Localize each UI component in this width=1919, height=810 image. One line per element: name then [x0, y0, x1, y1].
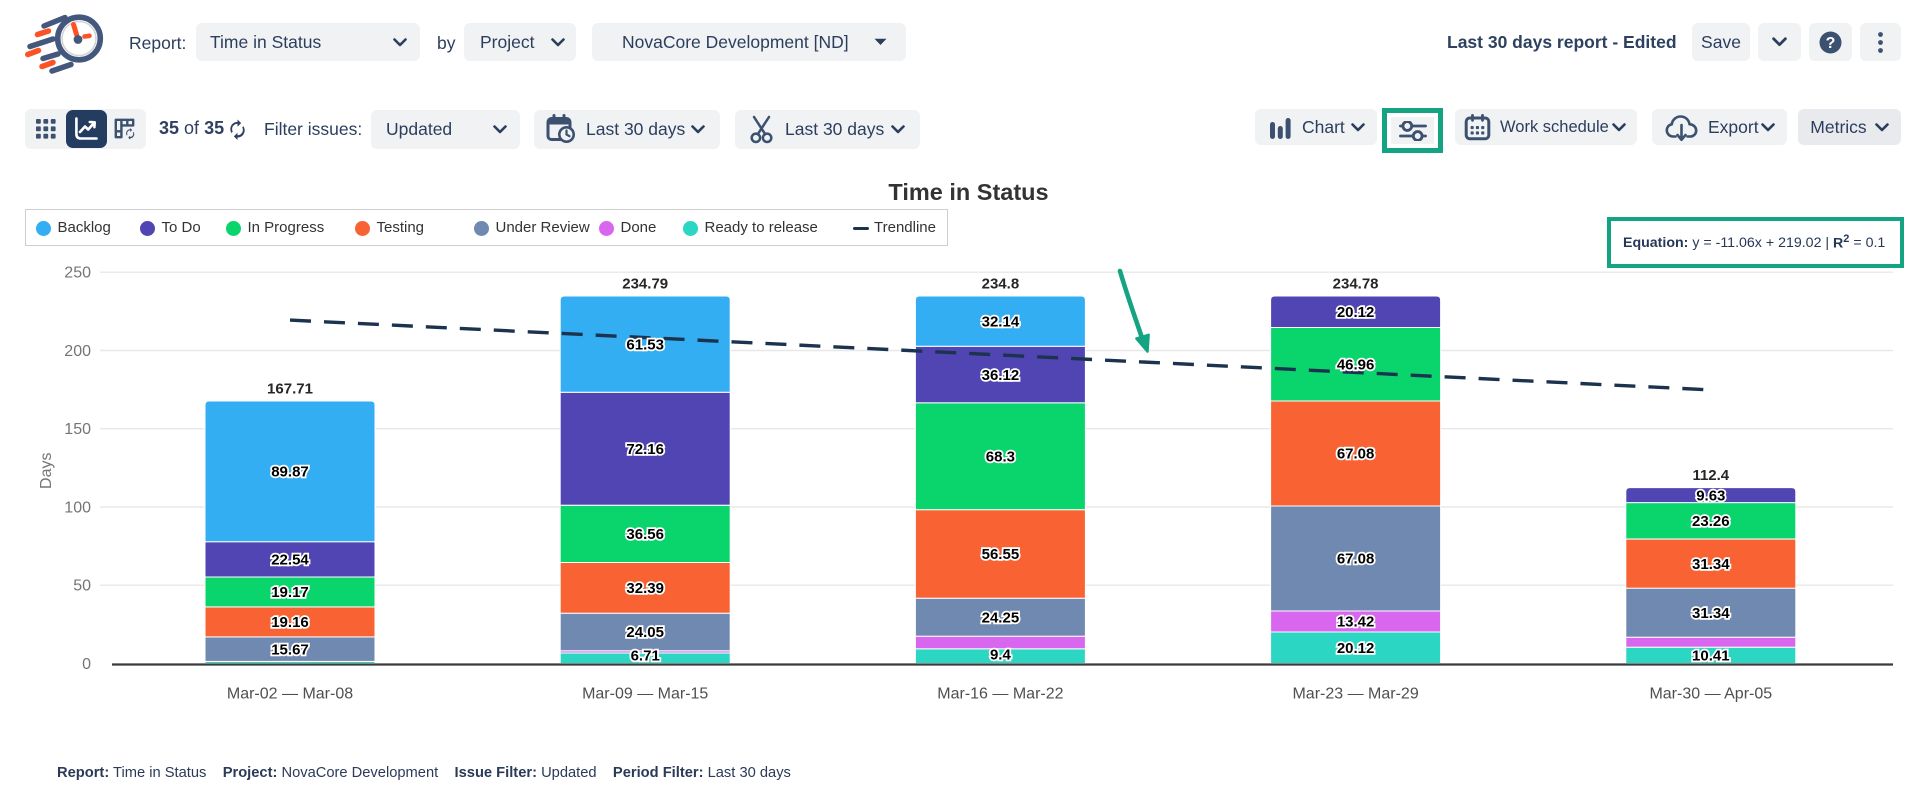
svg-text:67.08: 67.08: [1337, 551, 1375, 568]
svg-text:150: 150: [64, 421, 91, 438]
svg-text:20.12: 20.12: [1337, 640, 1375, 657]
svg-text:167.71: 167.71: [267, 381, 313, 398]
svg-text:32.39: 32.39: [626, 580, 664, 597]
svg-text:Mar-16 — Mar-22: Mar-16 — Mar-22: [937, 686, 1063, 703]
svg-text:13.42: 13.42: [1337, 614, 1375, 631]
svg-text:22.54: 22.54: [271, 552, 309, 569]
svg-text:Mar-23 — Mar-29: Mar-23 — Mar-29: [1292, 686, 1418, 703]
svg-text:72.16: 72.16: [626, 441, 664, 458]
svg-text:9.63: 9.63: [1696, 487, 1725, 504]
svg-text:19.16: 19.16: [271, 614, 309, 631]
svg-text:234.8: 234.8: [982, 276, 1020, 293]
svg-text:46.96: 46.96: [1337, 357, 1375, 374]
svg-text:68.3: 68.3: [986, 449, 1015, 466]
svg-text:61.53: 61.53: [626, 336, 664, 353]
svg-text:10.41: 10.41: [1692, 648, 1730, 665]
svg-text:9.4: 9.4: [990, 646, 1012, 663]
svg-text:?: ?: [1826, 34, 1836, 51]
svg-text:250: 250: [64, 265, 91, 282]
svg-text:19.17: 19.17: [271, 584, 309, 601]
svg-text:24.25: 24.25: [982, 609, 1020, 626]
svg-text:23.26: 23.26: [1692, 513, 1730, 530]
svg-text:6.71: 6.71: [631, 647, 660, 664]
svg-text:20.12: 20.12: [1337, 304, 1375, 321]
svg-text:234.79: 234.79: [622, 276, 668, 293]
svg-text:89.87: 89.87: [271, 464, 309, 481]
svg-text:31.34: 31.34: [1692, 605, 1730, 622]
svg-text:36.56: 36.56: [626, 526, 664, 543]
svg-text:0: 0: [82, 656, 91, 673]
svg-text:15.67: 15.67: [271, 641, 309, 658]
svg-text:50: 50: [73, 578, 91, 595]
svg-text:32.14: 32.14: [982, 313, 1020, 330]
svg-text:36.12: 36.12: [982, 367, 1020, 384]
svg-text:200: 200: [64, 343, 91, 360]
svg-text:112.4: 112.4: [1692, 467, 1729, 484]
svg-text:Days: Days: [38, 453, 55, 489]
svg-text:Mar-09 — Mar-15: Mar-09 — Mar-15: [582, 686, 708, 703]
svg-text:Mar-02 — Mar-08: Mar-02 — Mar-08: [227, 686, 353, 703]
svg-text:67.08: 67.08: [1337, 446, 1375, 463]
svg-text:56.55: 56.55: [982, 546, 1020, 563]
svg-text:31.34: 31.34: [1692, 556, 1730, 573]
svg-text:24.05: 24.05: [626, 624, 664, 641]
svg-text:100: 100: [64, 500, 91, 517]
svg-text:Mar-30 — Apr-05: Mar-30 — Apr-05: [1649, 686, 1772, 703]
svg-text:234.78: 234.78: [1333, 276, 1379, 293]
